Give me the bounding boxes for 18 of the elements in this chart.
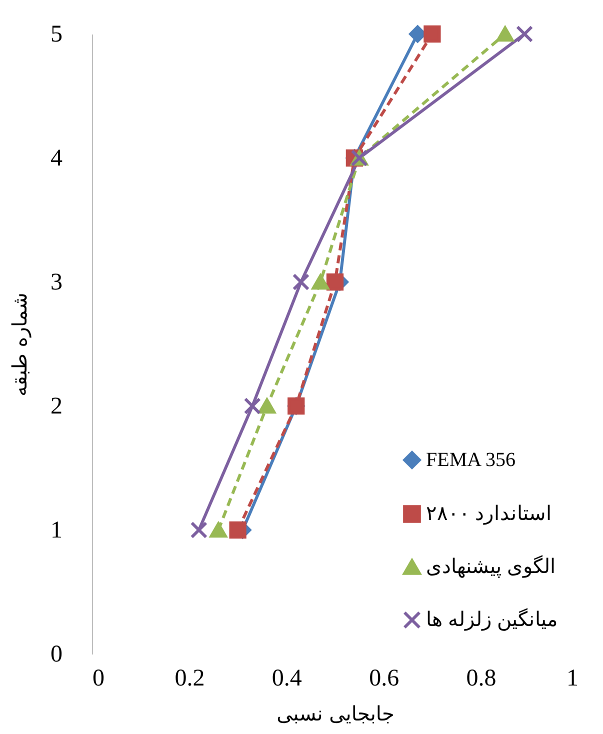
legend-label: میانگین زلزله ها	[426, 608, 558, 631]
x-tick-label: 0.8	[466, 666, 496, 692]
y-tick-label: 4	[50, 146, 62, 172]
x-tick-label: 0.2	[174, 666, 205, 692]
y-axis-title: شماره طبقه	[8, 292, 32, 396]
x-tick-label: 1	[566, 666, 578, 692]
x-axis-title: جابجایی نسبی	[276, 702, 394, 726]
legend-label: استاندارد ۲۸۰۰	[426, 503, 552, 525]
x-tick-label: 0.4	[272, 666, 302, 692]
x-tick-label: 0.6	[369, 666, 400, 692]
legend-label: FEMA 356	[426, 449, 516, 471]
x-tick-label: 0	[92, 666, 104, 692]
y-tick-label: 5	[50, 22, 62, 48]
legend-label: الگوی پیشنهادی	[426, 555, 556, 578]
y-tick-label: 2	[50, 394, 62, 420]
y-tick-label: 0	[50, 642, 62, 668]
y-tick-label: 3	[50, 270, 62, 296]
y-tick-label: 1	[50, 518, 62, 544]
